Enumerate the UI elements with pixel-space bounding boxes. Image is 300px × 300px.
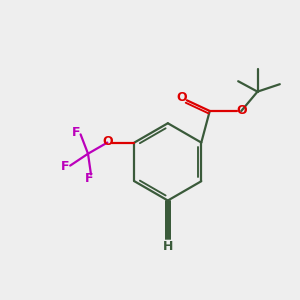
Text: F: F xyxy=(61,160,70,173)
Text: O: O xyxy=(102,135,112,148)
Text: F: F xyxy=(85,172,94,184)
Text: H: H xyxy=(163,239,173,253)
Text: O: O xyxy=(176,92,187,104)
Text: O: O xyxy=(236,103,247,117)
Text: F: F xyxy=(72,126,80,139)
